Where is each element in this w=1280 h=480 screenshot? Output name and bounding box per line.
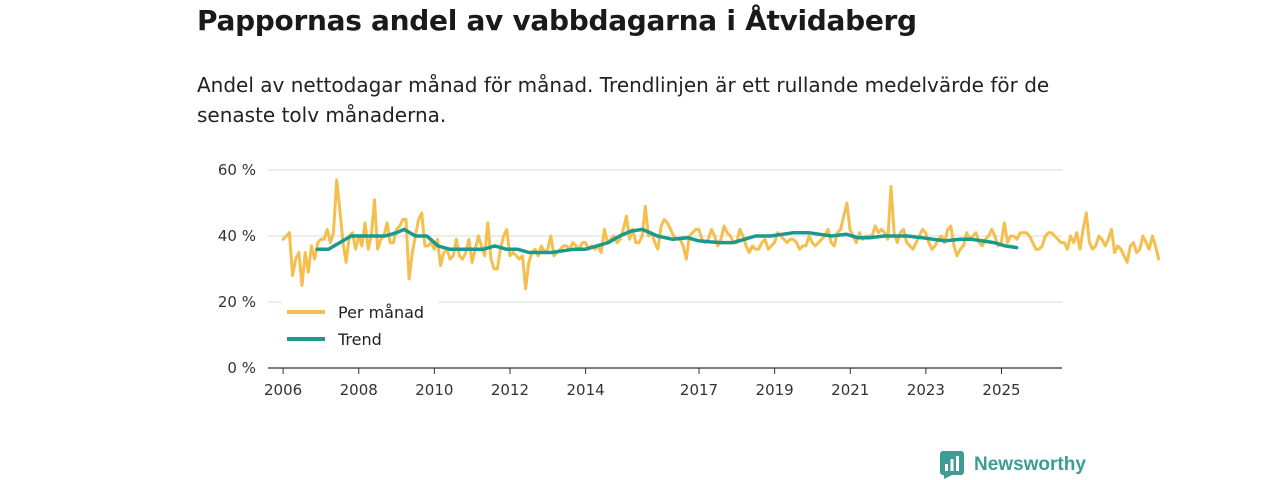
legend-background (282, 296, 438, 354)
chart-subtitle: Andel av nettodagar månad för månad. Tre… (197, 73, 1050, 127)
y-tick-label: 60 % (218, 161, 256, 179)
line-chart: 0 % 20 % 40 % 60 % 2006 2008 2010 2012 2014 2017 2… (218, 161, 1161, 399)
x-tick-label: 2023 (907, 381, 945, 399)
brand-name: Newsworthy (974, 454, 1086, 475)
legend-label: Per månad (338, 303, 424, 322)
series-line-trend (315, 227, 1019, 255)
chart-title: Pappornas andel av vabbdagarna i Åtvidab… (197, 4, 917, 37)
y-tick-label: 0 % (227, 359, 256, 377)
newsworthy-logo-icon (940, 451, 964, 479)
legend-label: Trend (337, 330, 382, 349)
y-tick-label: 20 % (218, 293, 256, 311)
y-tick-label: 40 % (218, 227, 256, 245)
x-tick-label: 2025 (982, 381, 1020, 399)
x-tick-label: 2019 (756, 381, 794, 399)
series-line-per-manad (281, 178, 1161, 291)
x-tick-label: 2008 (340, 381, 378, 399)
x-tick-label: 2012 (491, 381, 529, 399)
x-tick-label: 2006 (264, 381, 302, 399)
x-tick-label: 2010 (415, 381, 453, 399)
x-tick-label: 2021 (831, 381, 869, 399)
brand[interactable]: Newsworthy (940, 451, 1086, 479)
x-tick-label: 2014 (567, 381, 605, 399)
x-tick-label: 2017 (680, 381, 718, 399)
